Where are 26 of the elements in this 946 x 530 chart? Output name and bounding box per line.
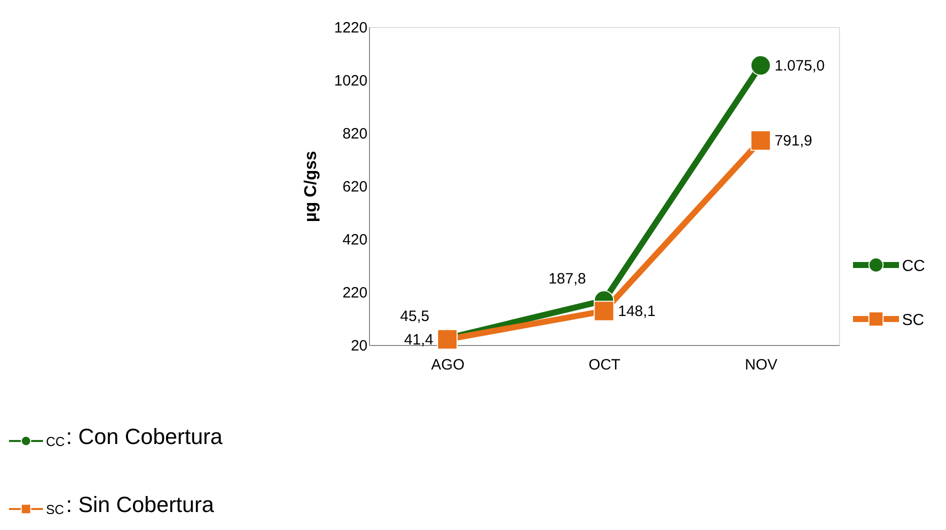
y-tick-label: 620	[342, 178, 368, 196]
y-tick-label: 420	[342, 232, 368, 248]
point	[594, 300, 614, 322]
y-tick-label: 20	[350, 338, 368, 354]
y-tick-label: 820	[342, 126, 368, 142]
y-axis-title: µg C/gss	[301, 150, 320, 222]
text: : Sin Cobertura	[66, 492, 215, 517]
data-label: 148,1	[618, 303, 656, 320]
data-label: 791,9	[774, 132, 812, 150]
y-tick-label: 220	[342, 284, 368, 302]
data-label: 1.075,0	[774, 57, 825, 74]
y-tick-label: 1020	[334, 72, 368, 90]
data-label: 45,5	[400, 308, 430, 326]
x-tick-label: AGO	[431, 356, 465, 374]
data-label: 41,4	[404, 331, 434, 348]
x-tick-label: NOV	[744, 356, 778, 374]
x-tick-label: OCT	[588, 356, 620, 374]
text: SC	[46, 502, 64, 517]
data-label: 187,8	[548, 270, 586, 288]
text: CC	[46, 434, 65, 449]
point	[750, 130, 771, 151]
y-tick-label: 1220	[334, 20, 368, 36]
legend-label: CC	[902, 258, 926, 275]
legend-label: SC	[902, 312, 924, 329]
text: : Con Cobertura	[66, 424, 224, 449]
point	[750, 55, 771, 76]
